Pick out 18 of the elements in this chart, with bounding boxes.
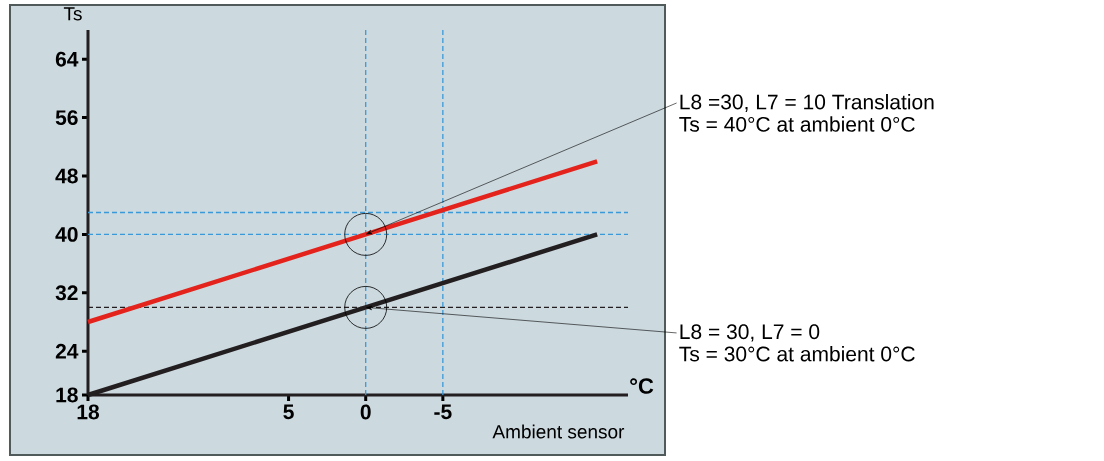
y-tick-label: 56 <box>55 110 78 126</box>
x-tick-label: -5 <box>434 404 452 420</box>
x-axis-title: Ambient sensor <box>492 424 625 439</box>
x-tick-label: 0 <box>360 404 371 420</box>
x-tick-label: 18 <box>77 404 100 420</box>
annotation: L8 = 30, L7 = 0 <box>680 324 820 342</box>
y-axis-title: Ts <box>63 7 82 21</box>
y-tick-label: 48 <box>55 168 78 184</box>
y-tick-label: 64 <box>55 51 79 67</box>
y-tick-label: 24 <box>55 343 79 359</box>
x-tick-label: 5 <box>283 404 294 420</box>
y-tick-label: 18 <box>56 387 78 403</box>
text: Ts = 40°C at ambient 0°C <box>679 116 915 132</box>
annotation: L8 =30, L7 = 10 Translation <box>680 94 934 112</box>
y-tick-label: 40 <box>55 226 78 242</box>
text: °C <box>630 378 654 394</box>
text: Ts = 30°C at ambient 0°C <box>679 346 915 362</box>
y-tick-label: 32 <box>55 285 78 301</box>
